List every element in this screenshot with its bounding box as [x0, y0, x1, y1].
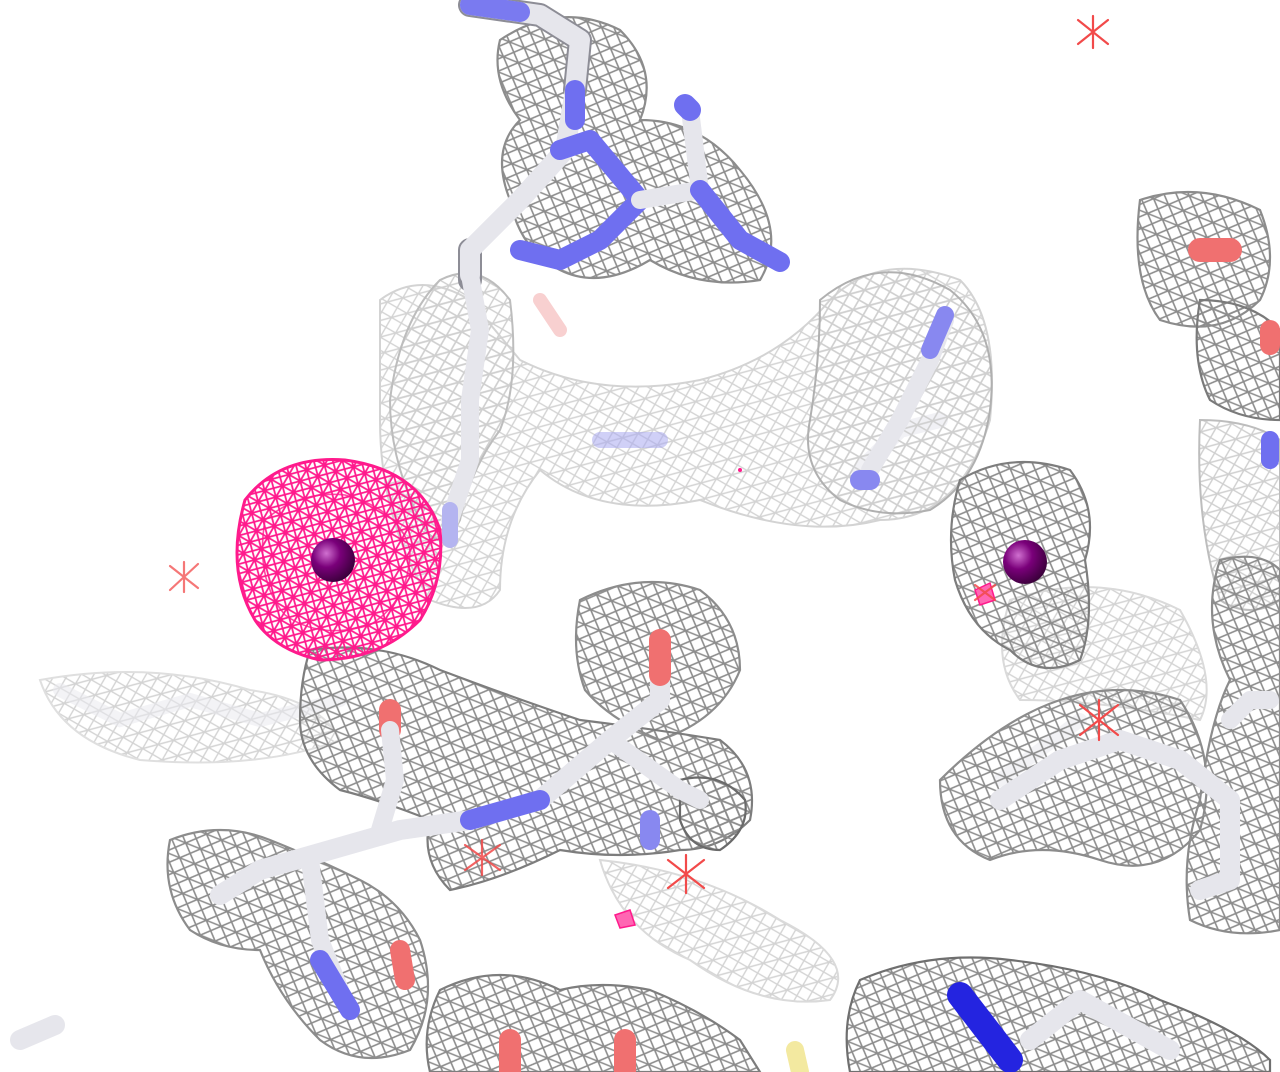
- stick-model: [10, 0, 1280, 1072]
- water-marker: [168, 560, 200, 594]
- water-marker: [666, 853, 706, 895]
- water-marker: [973, 583, 997, 602]
- water-markers: [168, 14, 1120, 895]
- metal-ions: [311, 538, 1047, 584]
- water-marker: [1078, 698, 1120, 742]
- metal-ion-left: [311, 538, 355, 582]
- water-marker: [1076, 14, 1110, 50]
- water-marker: [463, 838, 502, 877]
- metal-ion-right: [1003, 540, 1047, 584]
